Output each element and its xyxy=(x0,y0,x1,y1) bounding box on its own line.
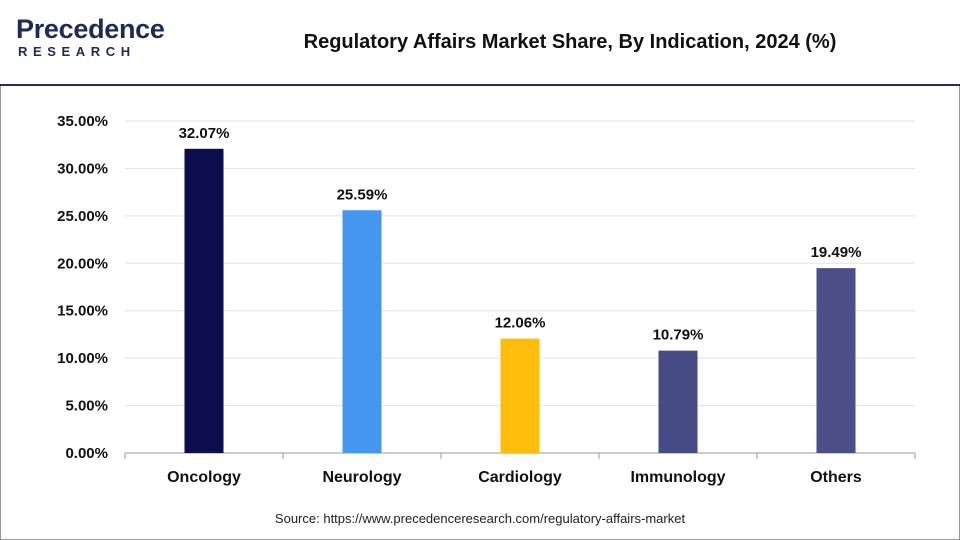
data-label: 32.07% xyxy=(179,125,230,142)
source-note: Source: https://www.precedenceresearch.c… xyxy=(274,511,686,526)
x-tick-label: Others xyxy=(810,469,862,486)
bar-cardiology xyxy=(500,338,540,453)
data-label: 12.06% xyxy=(495,315,546,332)
bar-neurology xyxy=(342,210,382,453)
bar-immunology xyxy=(658,350,698,453)
y-tick-label: 10.00% xyxy=(57,350,108,367)
brand-name: Precedence xyxy=(16,14,165,44)
x-tick-label: Neurology xyxy=(322,469,401,486)
bar-chart: 0.00% 5.00% 10.00% 15.00% 20.00% 25.00% 30.00%… xyxy=(57,113,916,486)
x-tick-label: Immunology xyxy=(630,469,725,486)
bar-oncology xyxy=(184,148,224,453)
x-tick-label: Oncology xyxy=(167,469,241,486)
chart-title: Regulatory Affairs Market Share, By Indi… xyxy=(303,31,837,53)
y-tick-label: 30.00% xyxy=(57,160,108,177)
x-tick-label: Cardiology xyxy=(478,469,562,486)
y-tick-label: 35.00% xyxy=(57,113,108,130)
data-label: 19.49% xyxy=(811,244,862,261)
y-tick-label: 25.00% xyxy=(57,208,108,225)
brand-sub: RESEARCH xyxy=(18,44,136,59)
brand-logo: Precedence RESEARCH xyxy=(16,14,166,64)
data-label: 10.79% xyxy=(653,327,704,344)
bar-others xyxy=(816,268,856,453)
header: Precedence RESEARCH Regulatory Affairs M… xyxy=(0,0,960,86)
y-tick-label: 5.00% xyxy=(65,398,108,415)
y-tick-label: 15.00% xyxy=(57,303,108,320)
data-label: 25.59% xyxy=(337,186,388,203)
y-tick-label: 20.00% xyxy=(57,255,108,272)
y-tick-label: 0.00% xyxy=(65,445,108,462)
